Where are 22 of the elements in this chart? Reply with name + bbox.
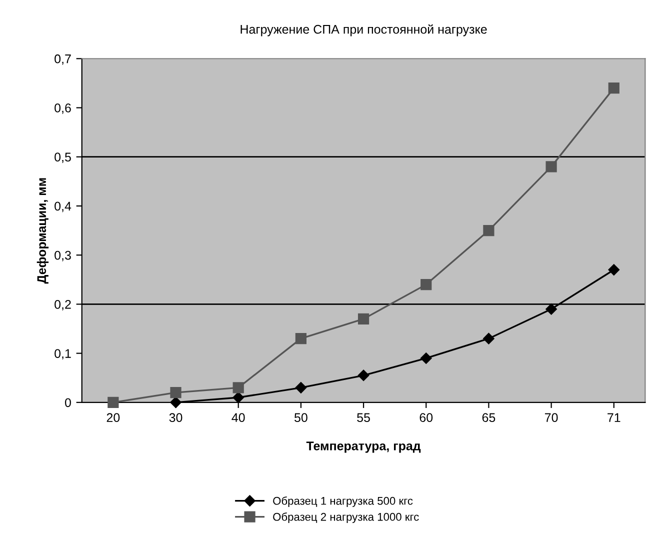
y-tick-label: 0,1 [54,349,71,360]
y-tick-label: 0,6 [54,104,71,114]
x-axis-title: Температура, град [306,442,421,453]
x-tick-label: 50 [294,413,308,422]
x-tick-label: 55 [357,413,370,422]
x-tick-label: 30 [169,413,182,422]
x-tick-label: 70 [544,413,558,422]
y-tick-label: 0,2 [54,300,71,310]
y-tick-label: 0,3 [54,250,71,262]
legend-label: Образец 1 нагрузка 500 кгс [273,496,413,507]
x-tick-label: 20 [106,413,120,422]
y-tick-label: 0,7 [54,54,71,65]
chart-title: Нагружение СПА при постоянной нагрузке [240,24,487,36]
x-tick-label: 40 [232,413,245,422]
x-tick-label: 65 [482,413,496,422]
y-tick-label: 0 [64,398,71,408]
y-tick-label: 0,4 [54,202,72,212]
x-tick-label: 71 [608,413,620,422]
y-tick-label: 0,5 [54,152,71,163]
x-tick-label: 60 [420,413,433,422]
legend-label: Образец 2 нагрузка 1000 кгс [273,512,419,523]
y-axis-title: Деформации, мм [36,178,49,284]
